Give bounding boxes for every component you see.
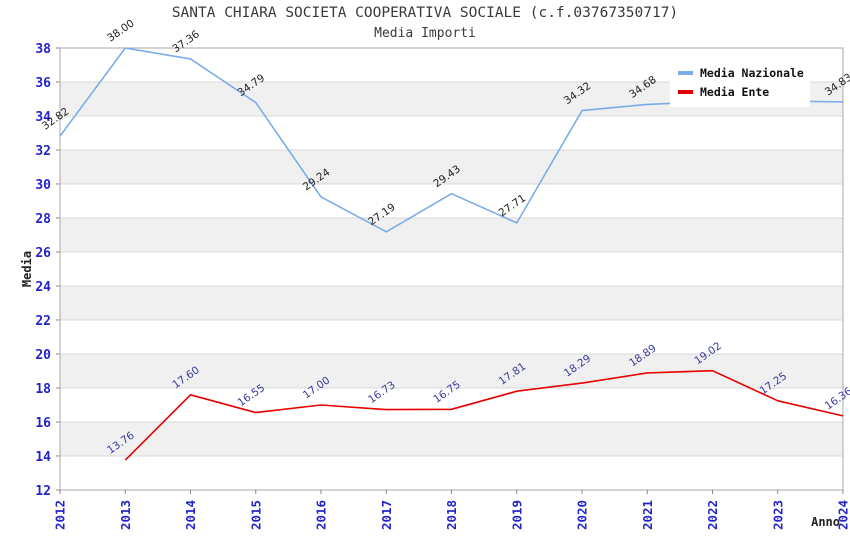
y-tick-label: 36 [35,76,51,91]
plot-band [60,218,843,252]
chart-subtitle: Media Importi [374,26,476,41]
data-label: 38.00 [105,17,137,44]
y-tick-label: 30 [35,178,51,193]
x-tick-label: 2017 [379,500,394,530]
x-tick-label: 2024 [836,500,850,530]
x-tick-label: 2023 [770,500,785,530]
x-tick-label: 2014 [183,500,198,530]
x-tick-label: 2018 [444,500,459,530]
x-tick-label: 2022 [705,500,720,530]
y-tick-label: 32 [35,144,51,159]
y-tick-label: 14 [35,450,51,465]
legend-box [670,58,810,107]
x-tick-label: 2020 [575,500,590,530]
y-tick-label: 12 [35,484,51,499]
plot-band [60,388,843,422]
x-tick-label: 2015 [248,500,263,530]
chart-title: SANTA CHIARA SOCIETA COOPERATIVA SOCIALE… [171,5,679,21]
plot-band [60,456,843,490]
x-tick-label: 2021 [640,500,655,530]
plot-band [60,184,843,218]
y-tick-label: 26 [35,246,51,261]
x-axis-title: Anno [811,515,840,529]
x-tick-label: 2012 [53,500,68,530]
x-tick-label: 2013 [118,500,133,530]
x-tick-label: 2016 [314,500,329,530]
plot-band [60,150,843,184]
y-tick-label: 38 [35,42,51,57]
y-tick-label: 34 [35,110,51,125]
legend-item-media-ente: Media Ente [700,85,769,99]
y-tick-label: 22 [35,314,51,329]
x-tick-label: 2019 [509,500,524,530]
y-tick-label: 16 [35,416,51,431]
y-tick-label: 18 [35,382,51,397]
series-line-media-ente [124,369,844,461]
plot-band [60,286,843,320]
plot-band [60,252,843,286]
y-tick-label: 20 [35,348,51,363]
y-axis-title: Media [20,251,34,287]
plot-band [60,116,843,150]
y-tick-label: 24 [35,280,51,295]
plot-band [60,320,843,354]
plot-band [60,422,843,456]
y-tick-label: 28 [35,212,51,227]
legend-item-media-nazionale: Media Nazionale [700,66,804,80]
